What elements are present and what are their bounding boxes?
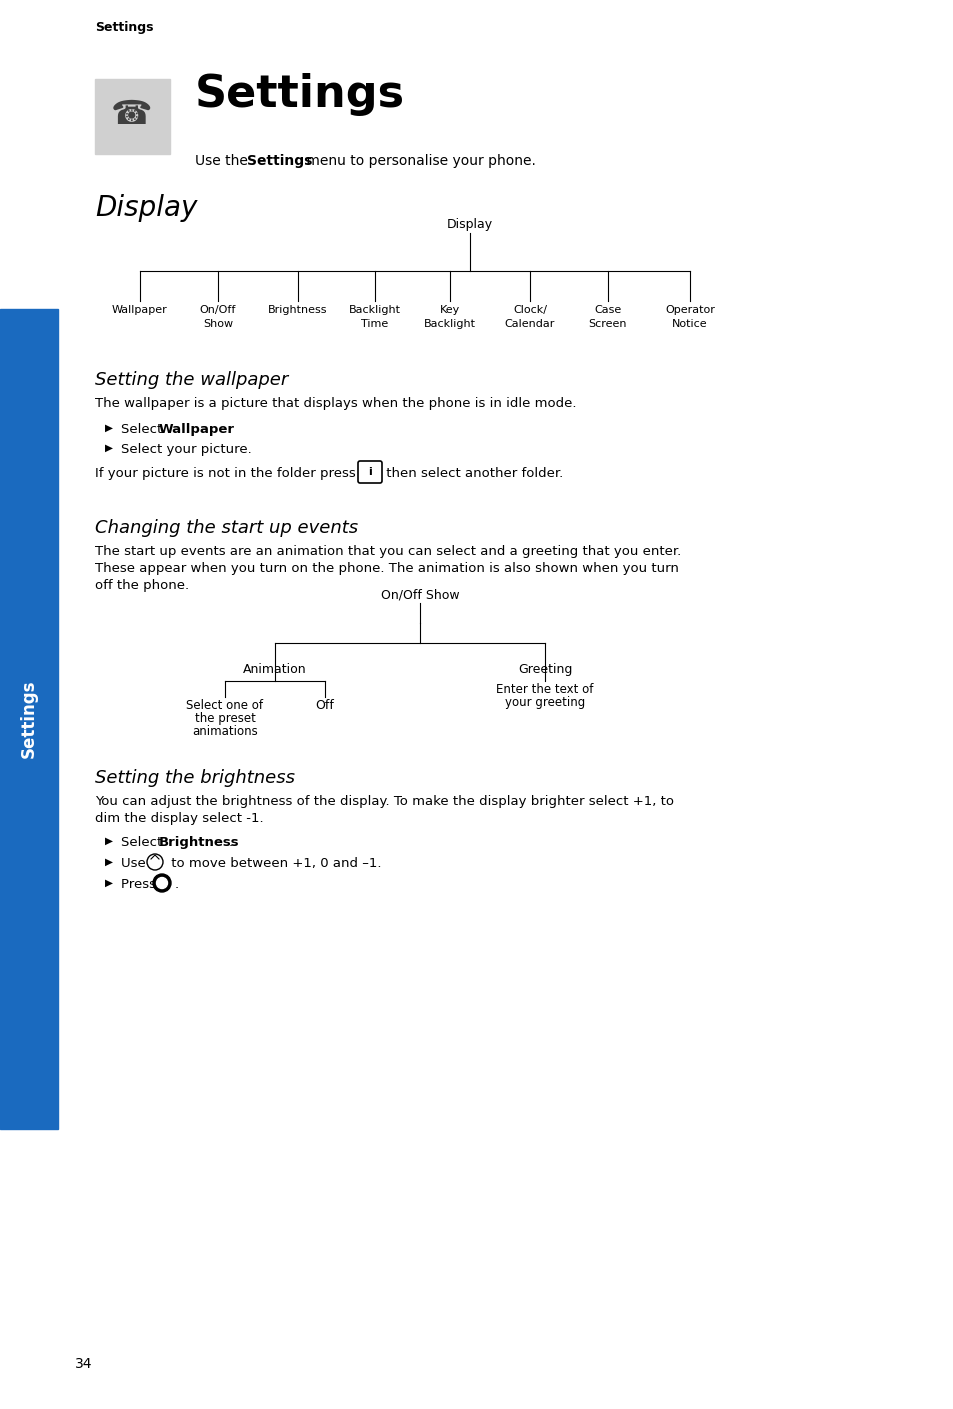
Text: Use: Use [121, 857, 150, 869]
Text: Settings: Settings [247, 154, 312, 168]
Text: Operator: Operator [664, 304, 714, 316]
Text: Wallpaper: Wallpaper [112, 304, 168, 316]
FancyBboxPatch shape [357, 461, 381, 483]
Text: ▶: ▶ [105, 878, 112, 888]
Text: ▶: ▶ [105, 442, 112, 454]
Text: Clock/: Clock/ [513, 304, 546, 316]
Text: Case: Case [594, 304, 621, 316]
Text: Greeting: Greeting [517, 664, 572, 676]
Text: Settings: Settings [194, 72, 405, 116]
Text: Select: Select [121, 423, 167, 435]
Text: then select another folder.: then select another folder. [381, 466, 562, 480]
Text: Screen: Screen [588, 318, 626, 328]
Text: i: i [368, 466, 372, 478]
Text: Changing the start up events: Changing the start up events [95, 519, 357, 537]
Text: dim the display select -1.: dim the display select -1. [95, 812, 263, 826]
Text: The start up events are an animation that you can select and a greeting that you: The start up events are an animation tha… [95, 545, 680, 558]
Text: Backlight: Backlight [423, 318, 476, 328]
Text: to move between +1, 0 and –1.: to move between +1, 0 and –1. [167, 857, 381, 869]
Text: Show: Show [203, 318, 233, 328]
Text: ▶: ▶ [105, 836, 112, 845]
Text: Off: Off [315, 699, 335, 712]
Text: your greeting: your greeting [504, 696, 584, 709]
Text: Wallpaper: Wallpaper [159, 423, 234, 435]
Text: .: . [229, 836, 233, 850]
Text: Settings: Settings [95, 21, 153, 34]
Circle shape [156, 878, 168, 889]
Text: .: . [221, 423, 225, 435]
Text: Settings: Settings [20, 679, 38, 758]
Text: Brightness: Brightness [159, 836, 239, 850]
Text: Press: Press [121, 878, 160, 890]
Bar [95, 79, 170, 154]
Text: Time: Time [361, 318, 388, 328]
Text: ☎: ☎ [112, 99, 152, 131]
Text: On/Off Show: On/Off Show [380, 588, 458, 602]
Text: Display: Display [95, 194, 197, 223]
Text: Select your picture.: Select your picture. [121, 442, 252, 457]
Text: Enter the text of: Enter the text of [496, 683, 593, 696]
Text: Setting the brightness: Setting the brightness [95, 769, 294, 788]
Circle shape [152, 874, 171, 892]
Text: Calendar: Calendar [504, 318, 555, 328]
Text: The wallpaper is a picture that displays when the phone is in idle mode.: The wallpaper is a picture that displays… [95, 397, 576, 410]
Text: off the phone.: off the phone. [95, 579, 189, 592]
Text: animations: animations [192, 726, 257, 738]
Text: Backlight: Backlight [349, 304, 400, 316]
Text: Notice: Notice [672, 318, 707, 328]
Text: If your picture is not in the folder press: If your picture is not in the folder pre… [95, 466, 355, 480]
Text: These appear when you turn on the phone. The animation is also shown when you tu: These appear when you turn on the phone.… [95, 562, 679, 575]
Text: ▶: ▶ [105, 857, 112, 867]
Text: Brightness: Brightness [268, 304, 328, 316]
Text: menu to personalise your phone.: menu to personalise your phone. [302, 154, 536, 168]
Text: On/Off: On/Off [199, 304, 236, 316]
Text: Use the: Use the [194, 154, 252, 168]
Text: 34: 34 [75, 1357, 92, 1371]
Text: the preset: the preset [194, 712, 255, 726]
Bar [0, 309, 58, 1129]
Text: ▶: ▶ [105, 423, 112, 433]
Text: Select: Select [121, 836, 167, 850]
Text: .: . [174, 878, 179, 890]
Text: Select one of: Select one of [186, 699, 263, 712]
Text: Setting the wallpaper: Setting the wallpaper [95, 371, 288, 389]
Text: Animation: Animation [243, 664, 307, 676]
Text: Display: Display [446, 218, 493, 231]
Text: You can adjust the brightness of the display. To make the display brighter selec: You can adjust the brightness of the dis… [95, 795, 673, 807]
Text: Key: Key [439, 304, 459, 316]
